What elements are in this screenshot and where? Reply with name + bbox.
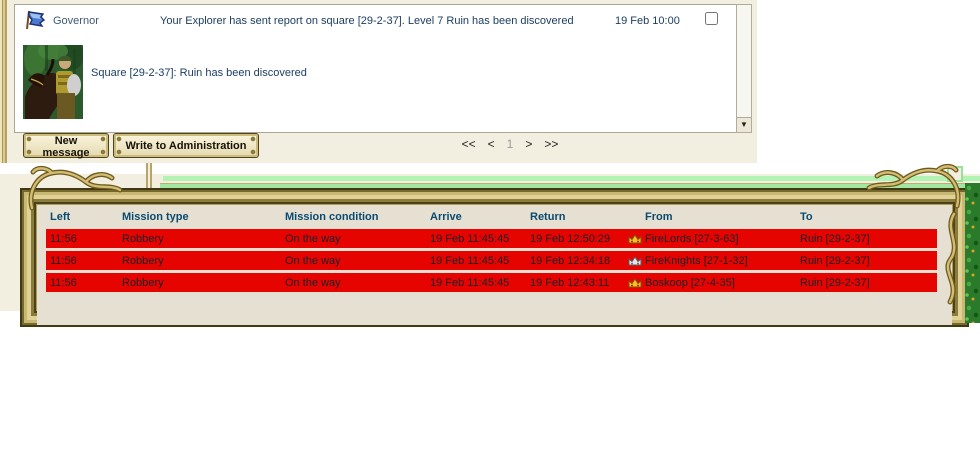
mission-return: 19 Feb 12:50:29: [530, 232, 611, 245]
mission-to[interactable]: Ruin [29-2-37]: [800, 276, 870, 289]
col-header-left: Left: [50, 211, 71, 223]
silver-crown-icon: [628, 255, 642, 265]
write-to-administration-button[interactable]: Write to Administration: [113, 133, 259, 158]
mission-arrive: 19 Feb 11:45:45: [430, 276, 510, 289]
missions-header-row: Left Mission type Mission condition Arri…: [37, 205, 952, 229]
mission-from-label[interactable]: FireKnights [27-1-32]: [645, 254, 748, 267]
mission-row: 11:56 Robbery On the way 19 Feb 11:45:45…: [46, 229, 937, 248]
missions-panel: Left Mission type Mission condition Arri…: [20, 188, 969, 327]
scroll-down-arrow-icon: ▼: [740, 120, 748, 129]
message-date: 19 Feb 10:00: [615, 15, 680, 27]
col-header-arrive: Arrive: [430, 211, 462, 223]
missions-table: Left Mission type Mission condition Arri…: [37, 205, 952, 325]
mission-from: FireLords [27-3-63]: [628, 232, 796, 245]
mission-condition: On the way: [285, 254, 341, 267]
mission-left-time: 11:56: [50, 254, 77, 267]
mission-row: 11:56 Robbery On the way 19 Feb 11:45:45…: [46, 273, 937, 292]
pagination-current-page: 1: [506, 137, 514, 151]
mission-return: 19 Feb 12:34:18: [530, 254, 611, 267]
mission-type: Robbery: [122, 276, 164, 289]
new-message-button[interactable]: New message: [23, 133, 109, 159]
col-header-return: Return: [530, 211, 566, 223]
col-header-mission-condition: Mission condition: [285, 211, 379, 223]
col-header-to: To: [800, 211, 813, 223]
mission-arrive: 19 Feb 11:45:45: [430, 232, 510, 245]
progress-bar-light: [163, 176, 980, 181]
mission-condition: On the way: [285, 232, 341, 245]
mini-green-box: [947, 166, 963, 182]
mailbox-pane: Governor Your Explorer has sent report o…: [0, 0, 757, 163]
message-subject: Your Explorer has sent report on square …: [160, 15, 574, 27]
progress-bar-dark: [160, 183, 980, 189]
pagination-next[interactable]: >: [525, 137, 533, 151]
left-margin: [0, 188, 20, 311]
pagination-first[interactable]: <<: [461, 137, 476, 151]
message-body-text: Square [29-2-37]: Ruin has been discover…: [91, 67, 307, 79]
mission-left-time: 11:56: [50, 276, 77, 289]
mission-type: Robbery: [122, 232, 164, 245]
message-select-checkbox[interactable]: [705, 12, 718, 25]
col-header-mission-type: Mission type: [122, 211, 189, 223]
message-panel: Governor Your Explorer has sent report o…: [14, 4, 737, 133]
report-flag-icon: [26, 10, 46, 30]
message-scrollbar[interactable]: ▼: [736, 4, 752, 133]
gold-crown-icon: [628, 233, 642, 243]
mission-from: Boskoop [27-4-35]: [628, 276, 796, 289]
mission-left-time: 11:56: [50, 232, 77, 245]
gold-crown-icon: [628, 277, 642, 287]
mission-to[interactable]: Ruin [29-2-37]: [800, 232, 870, 245]
mission-return: 19 Feb 12:43:11: [530, 276, 610, 289]
pagination-last[interactable]: >>: [544, 137, 559, 151]
mission-to[interactable]: Ruin [29-2-37]: [800, 254, 870, 267]
gold-pole-decoration: [146, 163, 156, 188]
left-gold-border: [0, 0, 7, 163]
mission-type: Robbery: [122, 254, 164, 267]
mission-from-label[interactable]: Boskoop [27-4-35]: [645, 276, 735, 289]
explorer-report-image: [23, 45, 83, 119]
col-header-from: From: [645, 211, 673, 223]
pagination-prev[interactable]: <: [487, 137, 495, 151]
pagination: << <1 > >>: [440, 137, 580, 151]
world-map-grass-edge: [965, 183, 980, 323]
divider-strip: [0, 163, 980, 174]
scroll-down-button[interactable]: ▼: [737, 117, 751, 132]
mission-arrive: 19 Feb 11:45:45: [430, 254, 510, 267]
message-sender: Governor: [53, 15, 99, 27]
mission-row: 11:56 Robbery On the way 19 Feb 11:45:45…: [46, 251, 937, 270]
mission-condition: On the way: [285, 276, 341, 289]
message-list-item[interactable]: Governor Your Explorer has sent report o…: [15, 5, 734, 37]
mission-from-label[interactable]: FireLords [27-3-63]: [645, 232, 739, 245]
mission-from: FireKnights [27-1-32]: [628, 254, 796, 267]
